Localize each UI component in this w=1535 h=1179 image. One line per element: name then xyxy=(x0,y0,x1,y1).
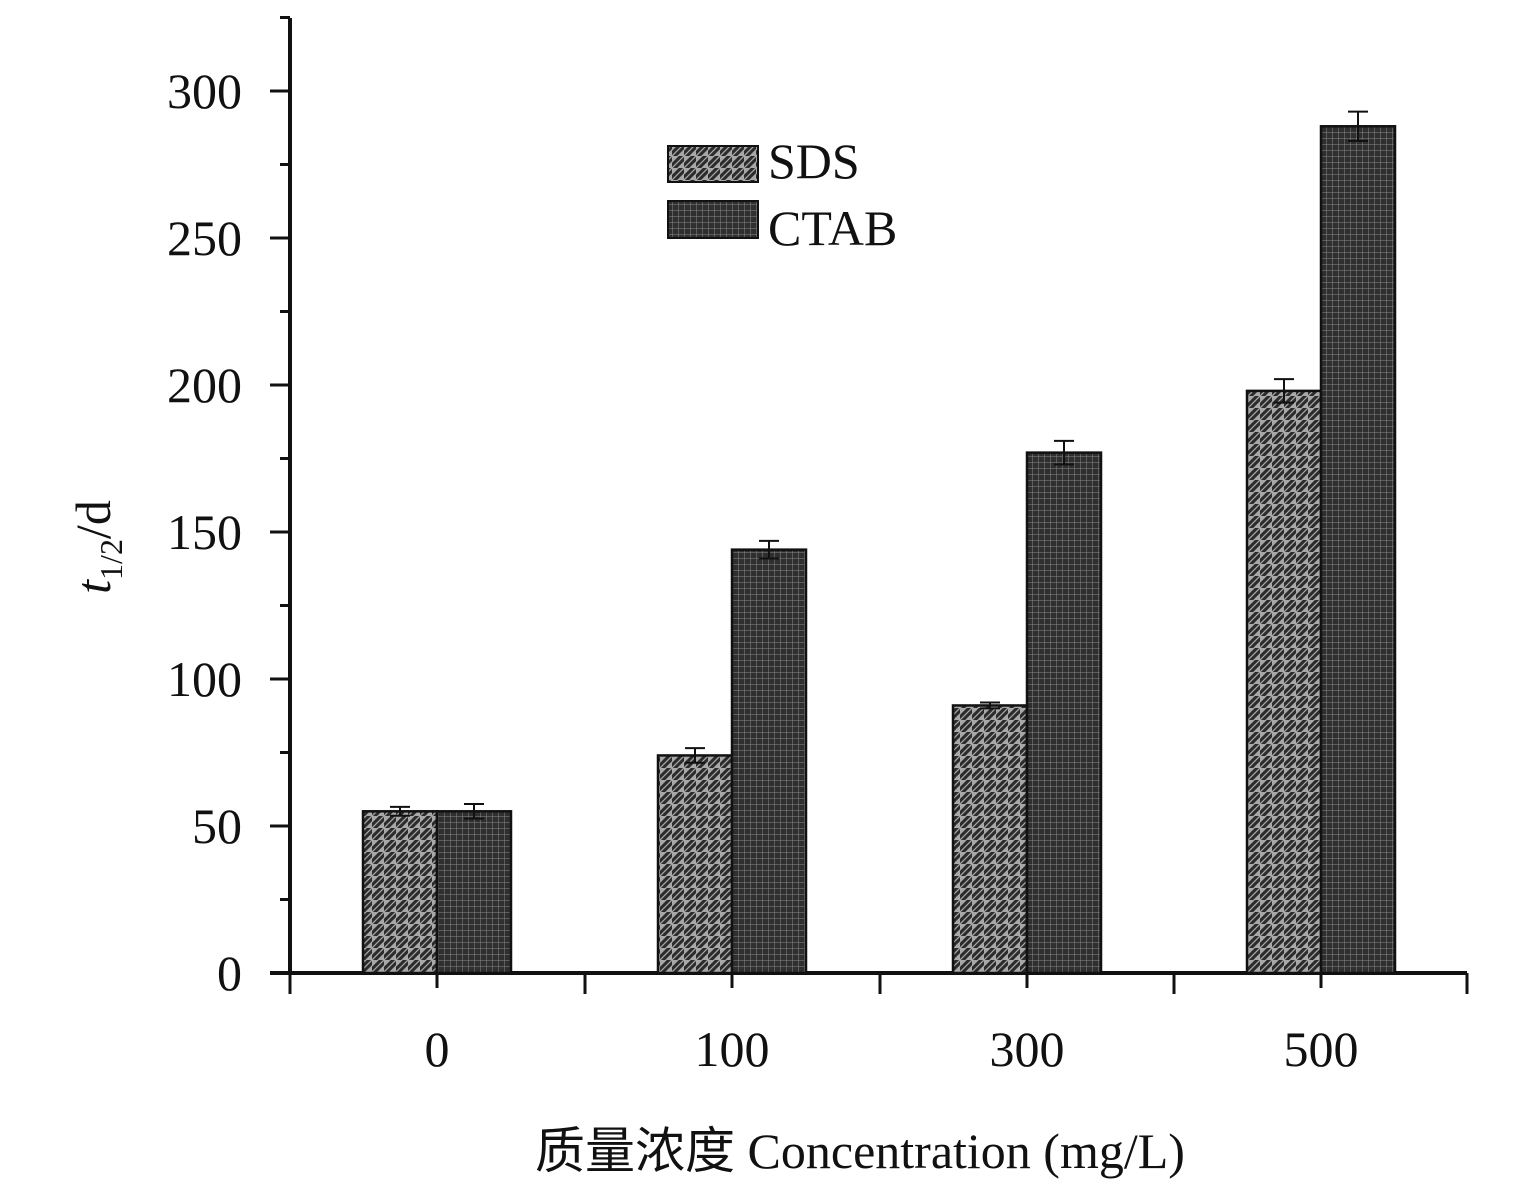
bar-sds-100 xyxy=(656,754,734,975)
y-axis-title: t1/2/d xyxy=(65,500,129,594)
bar-sds-500 xyxy=(1245,389,1323,975)
bar-ctab-500 xyxy=(1319,125,1397,975)
y-tick-label-50: 50 xyxy=(192,798,242,854)
legend-label-ctab: CTAB xyxy=(768,200,897,256)
x-tick-label-300: 300 xyxy=(990,1021,1065,1077)
x-tick-label-500: 500 xyxy=(1284,1021,1359,1077)
legend-swatch-sds xyxy=(667,145,759,183)
x-tick-label-0: 0 xyxy=(425,1021,450,1077)
bar-ctab-100 xyxy=(730,548,808,975)
legend-swatch-ctab xyxy=(667,200,759,239)
y-axis-labels: 0 50 100 150 200 250 300 xyxy=(167,63,242,1001)
y-tick-label-100: 100 xyxy=(167,651,242,707)
legend: SDS CTAB xyxy=(667,133,897,256)
bar-sds-0 xyxy=(361,810,439,975)
y-axis-title-main: t xyxy=(65,579,121,594)
bar-ctab-300 xyxy=(1025,451,1103,975)
y-tick-label-200: 200 xyxy=(167,357,242,413)
bars-layer xyxy=(361,125,1397,975)
y-tick-label-300: 300 xyxy=(167,63,242,119)
x-axis-labels: 0 100 300 500 xyxy=(425,1021,1359,1077)
x-tick-label-100: 100 xyxy=(695,1021,770,1077)
y-axis-title-suffix: /d xyxy=(65,500,121,539)
y-tick-label-250: 250 xyxy=(167,210,242,266)
error-bars-layer xyxy=(390,110,1368,820)
y-axis-title-subscript: 1/2 xyxy=(93,539,129,580)
svg-text:t1/2/d: t1/2/d xyxy=(65,500,129,594)
y-tick-label-0: 0 xyxy=(217,945,242,1001)
bar-ctab-0 xyxy=(435,810,513,975)
y-tick-label-150: 150 xyxy=(167,504,242,560)
x-axis-title: 质量浓度 Concentration (mg/L) xyxy=(535,1123,1185,1179)
legend-label-sds: SDS xyxy=(768,133,860,189)
bar-sds-300 xyxy=(951,704,1029,975)
